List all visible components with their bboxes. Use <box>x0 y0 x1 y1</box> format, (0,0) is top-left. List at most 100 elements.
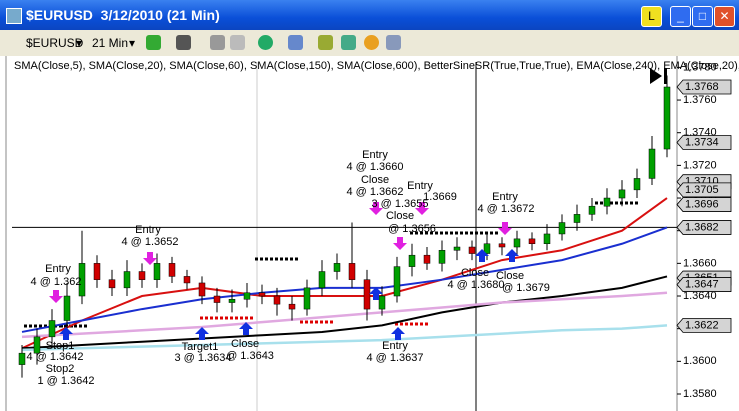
buy-arrow <box>475 249 489 262</box>
candle-body <box>348 263 356 280</box>
draw-button[interactable] <box>176 35 191 50</box>
price-box <box>676 277 732 292</box>
dropdown-arrow[interactable]: ▾ <box>129 36 136 50</box>
trade-annotation: 3 @ 1.3655 <box>371 198 428 210</box>
candle-body <box>573 214 581 223</box>
candle-body <box>363 279 371 310</box>
candle-body <box>603 197 611 207</box>
moving-average <box>21 324 668 352</box>
app-icon <box>6 8 22 24</box>
list-button[interactable] <box>386 35 401 50</box>
price-box-label: 1.3734 <box>685 136 719 148</box>
chart: 1.35801.36001.36201.36401.36601.36801.37… <box>0 56 739 411</box>
candle-body <box>318 271 326 289</box>
trade-annotation: Target1 <box>182 341 219 353</box>
chart-button[interactable] <box>341 35 356 50</box>
price-box-label: 1.3622 <box>685 319 719 331</box>
candle-body <box>468 246 476 254</box>
candle-body <box>558 222 566 235</box>
l-button[interactable]: L <box>641 6 662 27</box>
moving-average <box>21 275 668 350</box>
trade-annotation: Close <box>496 270 524 282</box>
candle-body <box>123 271 131 289</box>
globe-button[interactable] <box>258 35 273 50</box>
candle-body <box>528 238 536 245</box>
candle-body <box>543 233 551 245</box>
buy-arrow <box>369 287 383 300</box>
candle-body <box>183 276 191 284</box>
candle-body <box>498 243 506 248</box>
chart-style-button[interactable] <box>146 35 161 50</box>
sell-arrow <box>49 290 63 303</box>
candle-body <box>618 189 626 199</box>
dropdown-arrow[interactable]: ▾ <box>76 36 83 50</box>
candle-body <box>273 295 281 305</box>
interval-dropdown[interactable]: 21 Min <box>92 36 129 50</box>
window-button[interactable] <box>288 35 303 50</box>
trade-annotation: Entry <box>135 224 161 236</box>
y-tick-label: 1.3760 <box>683 94 717 106</box>
candle-body <box>78 263 86 297</box>
price-box <box>676 220 732 235</box>
trade-annotation: Entry <box>407 180 433 192</box>
price-box <box>676 318 732 333</box>
toolbar: $EURUSD ▾ 21 Min ▾ <box>0 30 739 57</box>
candle-body <box>423 254 431 264</box>
buy-arrow <box>239 322 253 335</box>
candle-body <box>108 279 116 289</box>
candle-body <box>198 282 206 297</box>
symbol-dropdown[interactable]: $EURUSD <box>26 36 84 50</box>
price-box <box>676 182 732 198</box>
trade-annotation: Stop2 <box>46 363 75 375</box>
money-button[interactable] <box>364 35 379 50</box>
candle-body <box>93 263 101 280</box>
price-box <box>676 197 732 212</box>
trade-annotation: 4 @ 1.3672 <box>477 203 534 215</box>
title-bar: $EURUSD 3/12/2010 (21 Min) L _ □ ✕ <box>0 0 739 30</box>
candle-body <box>168 263 176 277</box>
trade-annotation: @ 1.3679 <box>502 282 550 294</box>
trade-annotation: 4 @ 1.3660 <box>346 161 403 173</box>
trade-annotation: Close <box>231 338 259 350</box>
price-box-label: 1.3696 <box>685 198 719 210</box>
candle-body <box>483 243 491 254</box>
trade-annotation: 3 @ 1.3634 <box>174 352 231 364</box>
tool-button[interactable] <box>318 35 333 50</box>
window-title: $EURUSD 3/12/2010 (21 Min) <box>26 7 220 23</box>
candle-body <box>258 292 266 297</box>
trade-annotation: 4 @ 1.3662 <box>346 186 403 198</box>
candle-body <box>303 287 311 310</box>
trade-annotation: Entry <box>382 340 408 352</box>
moving-average <box>21 291 668 339</box>
trade-annotation: 4 @ 1.3680 <box>447 279 504 291</box>
trade-annotation: 1.3669 <box>423 191 457 203</box>
trade-annotation: Close <box>461 267 489 279</box>
minimize-button[interactable]: _ <box>670 6 691 27</box>
price-box <box>676 135 732 150</box>
candle-body <box>438 250 446 264</box>
sell-arrow <box>498 222 512 235</box>
plot: 1.35801.36001.36201.36401.36601.36801.37… <box>12 61 732 400</box>
zoom-in-button[interactable] <box>210 35 225 50</box>
moving-average <box>21 197 668 350</box>
trade-annotation: @ 1.3643 <box>226 350 274 362</box>
maximize-button[interactable]: □ <box>692 6 713 27</box>
candle-body <box>393 266 401 297</box>
close-button[interactable]: ✕ <box>714 6 735 27</box>
candle-body <box>213 295 221 303</box>
sell-arrow <box>415 202 429 215</box>
sell-arrow <box>369 202 383 215</box>
sell-arrow <box>143 252 157 265</box>
candle-body <box>48 320 56 338</box>
candle-body <box>378 295 386 310</box>
play-marker <box>664 68 667 84</box>
candle-body <box>333 263 341 272</box>
candle-body <box>288 303 296 310</box>
zoom-out-button[interactable] <box>230 35 245 50</box>
price-box <box>676 79 732 95</box>
trade-annotation: 4 @ 1.3652 <box>121 236 178 248</box>
trade-annotation: Entry <box>492 191 518 203</box>
y-tick-label: 1.3720 <box>683 159 717 171</box>
